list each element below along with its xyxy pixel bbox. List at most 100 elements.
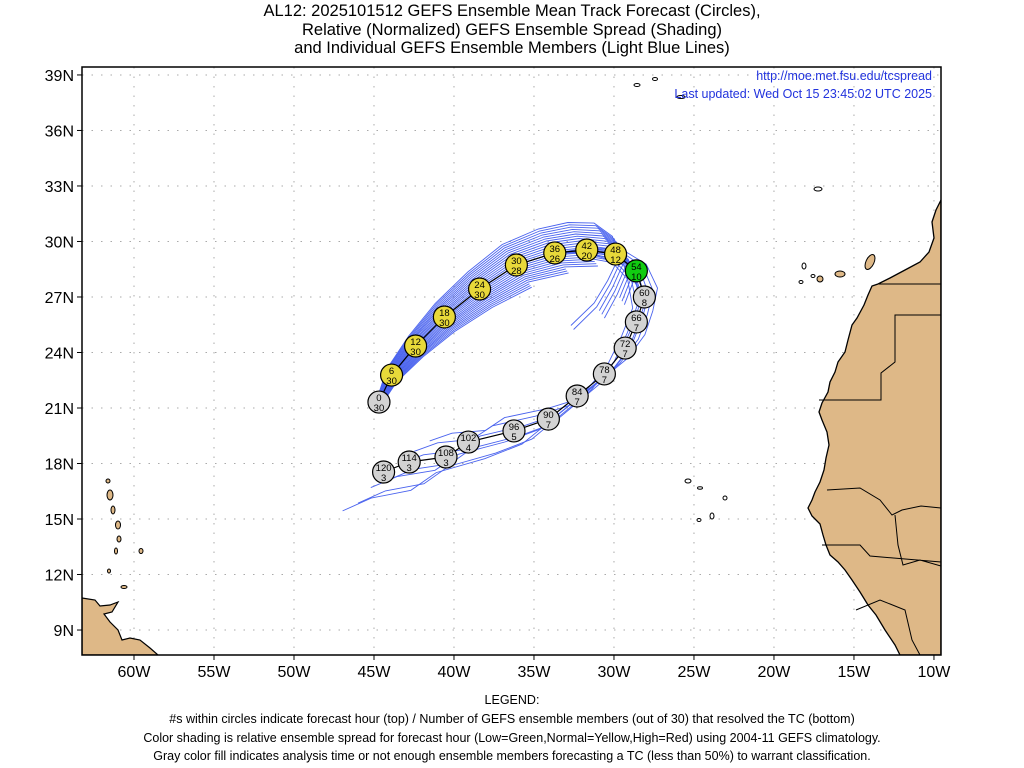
x-tick-label: 25W — [678, 664, 712, 681]
track-circle — [613, 336, 637, 360]
africa-landmass — [807, 199, 941, 655]
island — [709, 512, 715, 520]
forecast-hour-label: 90 — [543, 410, 554, 421]
member-count-label: 28 — [511, 266, 522, 277]
x-tick-label: 50W — [278, 664, 312, 681]
source-url-link[interactable]: http://moe.met.fsu.edu/tcspread — [756, 69, 932, 83]
border-lines — [819, 283, 941, 655]
track-point[interactable]: 965 — [502, 419, 526, 443]
mean-track: 0306301230183024303028362642204812541060… — [367, 238, 656, 484]
forecast-hour-label: 24 — [474, 280, 485, 291]
track-circle — [624, 310, 648, 334]
forecast-hour-label: 18 — [439, 308, 450, 319]
island — [864, 254, 876, 270]
legend-heading: LEGEND: — [484, 693, 540, 707]
track-point[interactable]: 847 — [565, 384, 589, 408]
track-point[interactable]: 608 — [632, 285, 656, 309]
island — [115, 520, 121, 530]
track-point[interactable]: 787 — [592, 362, 616, 386]
island — [684, 478, 692, 484]
y-tick-label: 24N — [45, 345, 74, 362]
island — [633, 83, 641, 87]
x-tick-label: 60W — [118, 664, 152, 681]
island — [110, 505, 116, 515]
member-count-label: 20 — [581, 251, 592, 262]
member-count-label: 7 — [575, 397, 580, 408]
member-count-label: 30 — [386, 376, 397, 387]
x-tick-label: 35W — [518, 664, 552, 681]
track-circle — [592, 362, 616, 386]
island — [798, 280, 804, 284]
island — [722, 495, 728, 501]
forecast-hour-label: 36 — [549, 244, 560, 255]
track-point[interactable]: 630 — [379, 363, 404, 387]
forecast-hour-label: 6 — [389, 366, 394, 377]
chart-title-line-3: and Individual GEFS Ensemble Members (Li… — [294, 39, 730, 57]
track-circle — [543, 241, 567, 265]
member-count-label: 7 — [634, 323, 639, 334]
forecast-hour-label: 0 — [376, 393, 381, 404]
track-circle — [624, 259, 648, 283]
y-tick-label: 9N — [54, 623, 74, 640]
member-count-label: 26 — [549, 254, 560, 265]
member-count-label: 30 — [374, 403, 385, 414]
forecast-hour-label: 60 — [639, 288, 650, 299]
forecast-hour-label: 96 — [509, 422, 520, 433]
track-circle — [502, 419, 526, 443]
x-tick-label: 10W — [918, 664, 952, 681]
track-point[interactable]: 030 — [367, 390, 391, 414]
forecast-hour-label: 48 — [610, 245, 621, 256]
forecast-hour-label: 108 — [438, 448, 454, 459]
y-tick-label: 12N — [45, 568, 74, 585]
island — [676, 95, 686, 99]
island — [652, 77, 658, 81]
island — [114, 547, 118, 555]
track-point[interactable]: 907 — [536, 407, 560, 431]
island — [138, 548, 144, 554]
x-tick-label: 45W — [358, 664, 392, 681]
island — [696, 518, 702, 522]
track-point[interactable]: 727 — [613, 336, 637, 360]
y-tick-label: 21N — [45, 401, 74, 418]
track-circle — [397, 450, 421, 474]
island — [816, 275, 824, 283]
track-circle — [467, 277, 492, 301]
island — [120, 585, 128, 589]
track-circle — [434, 445, 458, 469]
member-count-label: 7 — [546, 420, 551, 431]
axis-ticks: 60W 55W 50W 45W 40W 35W 30W 25W 20W 15W 10W39N36N3… — [45, 68, 952, 681]
forecast-hour-label: 66 — [631, 313, 642, 324]
y-tick-label: 15N — [45, 512, 74, 529]
forecast-hour-label: 102 — [460, 433, 476, 444]
track-circle — [379, 363, 404, 387]
legend-line-circles: #s within circles indicate forecast hour… — [169, 712, 855, 726]
track-circle — [504, 253, 528, 277]
x-tick-label: 30W — [598, 664, 632, 681]
member-count-label: 8 — [642, 298, 647, 309]
track-circle — [367, 390, 391, 414]
track-point[interactable]: 667 — [624, 310, 648, 334]
south-america-landmass — [82, 597, 159, 655]
island — [107, 568, 111, 574]
lat-lon-grid — [82, 67, 941, 655]
ensemble-member-line — [376, 224, 621, 400]
y-tick-label: 27N — [45, 290, 74, 307]
member-count-label: 3 — [381, 473, 386, 484]
member-count-label: 30 — [474, 290, 485, 301]
track-circle — [603, 242, 628, 266]
x-tick-label: 55W — [198, 664, 232, 681]
track-circle — [456, 430, 480, 454]
